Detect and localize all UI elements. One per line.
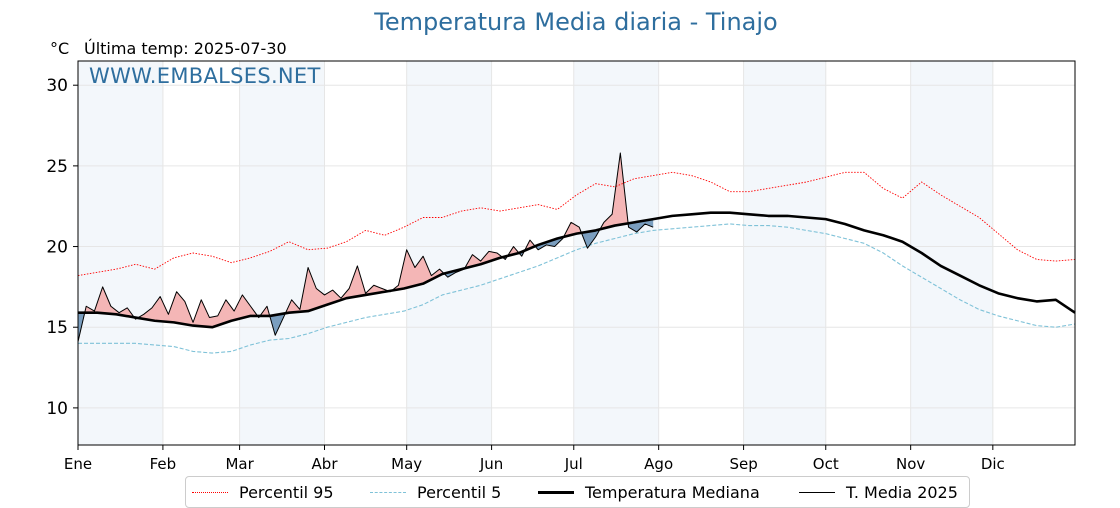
- x-tick-label: Ene: [64, 455, 92, 473]
- month-band-nov: [910, 61, 993, 445]
- legend-swatch-p95: [192, 492, 228, 493]
- x-tick-label: Mar: [225, 455, 254, 473]
- legend-label-median: Temperatura Mediana: [585, 483, 760, 502]
- x-tick-label: Feb: [150, 455, 177, 473]
- x-tick-label: Abr: [312, 455, 339, 473]
- legend: Percentil 95 Percentil 5 Temperatura Med…: [185, 476, 970, 508]
- month-band-sep: [743, 61, 826, 445]
- fill-above-median: [78, 152, 654, 328]
- x-tick-label: Sep: [729, 455, 757, 473]
- month-band-mar: [239, 61, 325, 445]
- y-tick-label: 30: [46, 76, 68, 96]
- x-tick-label: Dic: [981, 455, 1005, 473]
- y-tick-label: 25: [46, 157, 68, 177]
- anomaly-fills: [78, 152, 654, 342]
- x-tick-label: Jun: [479, 455, 503, 473]
- y-tick-label: 15: [46, 318, 68, 338]
- series-line-temperatura-mediana: [78, 211, 1076, 329]
- grid-lines: [77, 61, 1075, 445]
- legend-swatch-p5: [370, 492, 406, 493]
- axis-ticks: 10 15 20 25 30 Ene Feb Mar Abr May Jun Jul Ago Sep Oct…: [46, 76, 1004, 473]
- legend-swatch-current: [799, 492, 835, 493]
- x-tick-label: May: [391, 455, 422, 473]
- y-tick-label: 20: [46, 238, 68, 258]
- legend-label-p5: Percentil 5: [417, 483, 502, 502]
- x-tick-label: Oct: [813, 455, 839, 473]
- month-band-jul: [573, 61, 659, 445]
- y-unit-label: °C: [50, 39, 70, 58]
- series-lines: [77, 152, 1076, 354]
- legend-label-current: T. Media 2025: [846, 483, 958, 502]
- chart-title: Temperatura Media diaria - Tinajo: [374, 8, 778, 36]
- watermark: WWW.EMBALSES.NET: [89, 64, 321, 88]
- legend-swatch-median: [538, 491, 574, 494]
- x-tick-label: Ago: [644, 455, 673, 473]
- month-band-ene: [78, 61, 163, 445]
- last-temp-label: Última temp: 2025-07-30: [84, 39, 287, 58]
- x-tick-label: Jul: [564, 455, 583, 473]
- x-tick-label: Nov: [896, 455, 925, 473]
- y-tick-label: 10: [46, 399, 68, 419]
- fill-below-median: [78, 219, 654, 342]
- legend-label-p95: Percentil 95: [239, 483, 334, 502]
- month-band-may: [406, 61, 492, 445]
- plot-frame: [77, 60, 1076, 446]
- month-bands: [78, 61, 993, 445]
- series-line-percentil-5: [78, 223, 1076, 354]
- series-line-t-media-2025: [77, 152, 654, 342]
